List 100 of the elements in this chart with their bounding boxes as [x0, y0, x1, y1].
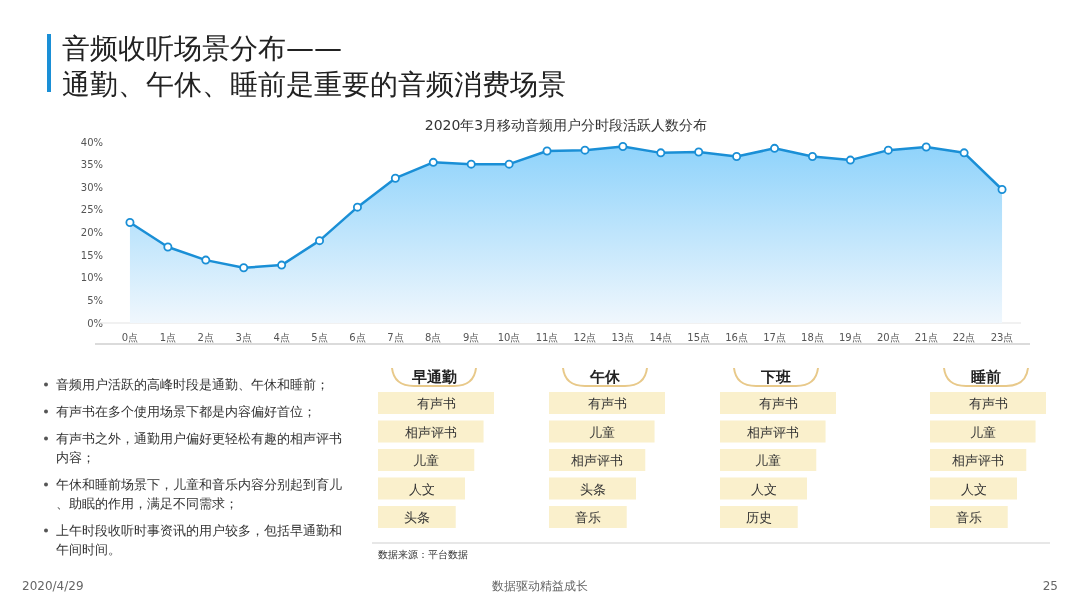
y-tick-label: 人文: [408, 481, 435, 497]
x-tick-label: 3点: [235, 332, 252, 343]
x-tick-label: 10点: [497, 332, 521, 343]
y-tick-label: 历史: [745, 510, 772, 525]
bar: [378, 449, 475, 471]
y-tick-label: 音乐: [574, 510, 601, 525]
point: [732, 151, 742, 161]
bar: [378, 477, 465, 500]
y-tick-label: 15%: [80, 249, 103, 261]
point: [807, 151, 817, 161]
point: [428, 157, 438, 167]
point: [656, 148, 666, 158]
y-tick-label: 30%: [80, 181, 103, 193]
text: 音频用户活跃的高峰时段是通勤、午休和睡前；: [56, 377, 329, 392]
point: [883, 145, 893, 155]
y-tick-label: 有声书: [758, 396, 798, 411]
y-tick-label: 35%: [80, 159, 103, 171]
y-tick-label: 相声评书: [571, 453, 624, 468]
x-tick-label: 22点: [952, 332, 976, 343]
bar: [720, 477, 807, 500]
bar: [549, 477, 636, 500]
bar: [720, 449, 817, 471]
x-tick-label: 20点: [876, 332, 900, 343]
point: [277, 260, 287, 270]
chart-title: 早通勤: [410, 368, 457, 386]
y-tick-label: 相声评书: [746, 424, 799, 440]
point: [239, 263, 249, 273]
x-tick-label: 7点: [387, 332, 404, 343]
y-tick-label: 20%: [80, 227, 103, 238]
text: 数据驱动精益成长: [492, 579, 588, 593]
y-tick-label: 40%: [80, 136, 103, 148]
y-tick-label: 有声书: [968, 396, 1008, 411]
bar: [378, 392, 494, 414]
x-tick-label: 16点: [725, 332, 748, 343]
y-tick-label: 25%: [80, 204, 103, 216]
y-tick-label: 人文: [750, 481, 777, 497]
text: 音频收听场景分布——: [62, 32, 342, 65]
y-tick-label: 儿童: [588, 424, 615, 440]
y-tick-label: 儿童: [755, 453, 782, 468]
x-tick-label: 6点: [349, 332, 366, 343]
text: 有声书在多个使用场景下都是内容偏好首位；: [56, 404, 316, 419]
y-tick-label: 头条: [579, 481, 606, 497]
x-tick-label: 4点: [273, 332, 290, 343]
y-tick-label: 相声评书: [404, 424, 457, 440]
point: [125, 218, 135, 228]
point: [845, 155, 855, 165]
bar: [930, 392, 1046, 414]
source-note: 数据来源：平台数据: [378, 549, 468, 560]
x-tick-label: 13点: [611, 332, 635, 343]
y-tick-label: 0%: [87, 317, 103, 329]
text: 通勤、午休、睡前是重要的音频消费场景: [62, 68, 566, 101]
x-tick-label: 12点: [573, 332, 597, 343]
point: [163, 242, 173, 252]
text: 有声书之外，通勤用户偏好更轻松有趣的相声评书内容；: [56, 431, 342, 465]
point: [352, 202, 362, 212]
x-tick-label: 9点: [463, 332, 480, 343]
bar: [720, 392, 836, 414]
bar: [720, 506, 798, 528]
bar: [930, 477, 1017, 500]
bar: [549, 392, 665, 414]
y-tick-label: 10%: [80, 272, 103, 284]
point: [315, 236, 325, 246]
y-tick-label: 相声评书: [952, 453, 1005, 468]
text: 2020/4/29: [22, 579, 84, 593]
x-tick-label: 17点: [763, 332, 786, 343]
point: [921, 142, 931, 152]
y-tick-label: 有声书: [416, 396, 456, 411]
text: 午休和睡前场景下，儿童和音乐内容分别起到育儿、助眠的作用，满足不同需求；: [56, 477, 342, 511]
bar: [930, 420, 1036, 443]
y-tick-label: 有声书: [587, 396, 627, 411]
point: [504, 159, 514, 169]
point: [959, 148, 969, 158]
x-tick-label: 19点: [839, 332, 862, 343]
x-tick-label: 1点: [159, 332, 177, 343]
y-tick-label: 5%: [87, 294, 103, 306]
x-tick-label: 15点: [687, 332, 711, 343]
point: [580, 145, 590, 155]
x-tick-label: 14点: [649, 332, 673, 343]
x-tick-label: 18点: [801, 332, 824, 343]
chart-title: 午休: [589, 368, 621, 386]
bar: [549, 420, 655, 443]
x-tick-label: 8点: [425, 332, 442, 343]
point: [201, 255, 211, 265]
x-tick-label: 11点: [535, 332, 559, 343]
point: [694, 147, 704, 157]
point: [770, 143, 780, 153]
x-tick-label: 2点: [197, 332, 214, 343]
point: [466, 159, 476, 169]
y-tick-label: 音乐: [955, 510, 982, 525]
y-tick-label: 人文: [960, 481, 987, 497]
text: 25: [1042, 579, 1058, 593]
point: [542, 146, 552, 156]
text: 上午时段收听时事资讯的用户较多，包括早通勤和午间时间。: [56, 523, 342, 557]
chart-title: 下班: [760, 368, 791, 386]
point: [390, 173, 400, 183]
chart-title: 睡前: [971, 368, 1001, 386]
y-tick-label: 头条: [403, 510, 430, 525]
x-tick-label: 23点: [990, 332, 1014, 343]
point: [997, 185, 1007, 195]
point: [618, 142, 628, 152]
